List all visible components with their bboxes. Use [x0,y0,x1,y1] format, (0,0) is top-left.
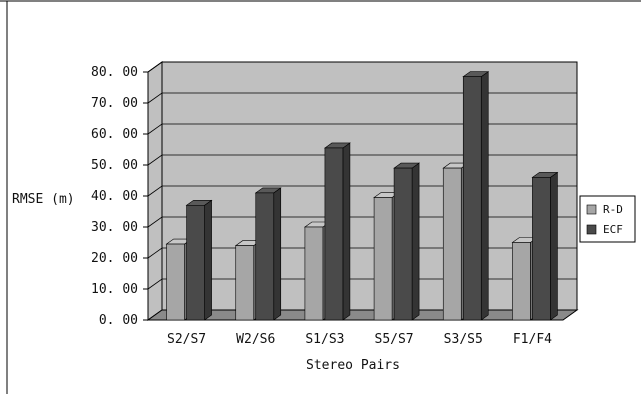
x-tick-label: W2/S6 [236,332,275,347]
legend: R-D ECF [579,195,636,243]
gridline [147,247,577,259]
gridline [147,61,577,73]
gridline [147,92,577,104]
bar-ecf-s2-s7 [186,205,205,321]
legend-swatch-rd [586,204,597,215]
x-tick-label: S5/S7 [375,332,414,347]
x-tick-label: S1/S3 [305,332,344,347]
bar-side [550,171,558,321]
y-tick-label: 80. 00 [91,65,138,80]
bar-r-d-s1-s3 [304,226,324,321]
x-tick-label: F1/F4 [513,332,552,347]
bar-side [480,71,489,321]
bar-ecf-s5-s7 [393,167,413,321]
legend-label-ecf: ECF [603,223,623,236]
y-tick-label: 10. 00 [91,282,138,297]
bar-r-d-w2-s6 [235,245,255,321]
bar-side [204,199,212,321]
gridline [147,154,577,166]
bar-ecf-f1-f4 [532,177,551,321]
bars-group [165,71,559,321]
gridline [147,278,577,290]
bar-r-d-s5-s7 [373,197,393,321]
y-tick-label: 60. 00 [91,127,138,142]
bar-side [342,142,351,321]
bar-ecf-w2-s6 [255,192,275,321]
x-axis-label: Stereo Pairs [306,358,400,373]
y-tick-label: 0. 00 [99,313,138,328]
bar-side [273,187,282,321]
bar-r-d-s3-s5 [442,167,462,321]
gridline [147,123,577,135]
y-tick-label: 40. 00 [91,189,138,204]
y-tick-label: 20. 00 [91,251,138,266]
x-tick-labels: S2/S7 W2/S6 S1/S3 S5/S7 S3/S5 F1/F4 [167,332,552,347]
legend-swatch-ecf [586,224,597,235]
gridline [147,185,577,197]
bar-ecf-s3-s5 [462,76,482,321]
bar-ecf-s1-s3 [324,147,344,321]
y-tick-label: 50. 00 [91,158,138,173]
bar-r-d-s2-s7 [166,243,185,321]
x-tick-label: S2/S7 [167,332,206,347]
x-tick-label: S3/S5 [444,332,483,347]
y-axis-label: RMSE (m) [12,192,75,207]
y-tick-label: 70. 00 [91,96,138,111]
bar-side [411,162,420,321]
gridlines [143,61,577,321]
y-tick-label: 30. 00 [91,220,138,235]
legend-label-rd: R-D [603,203,623,216]
bar-r-d-f1-f4 [512,242,531,321]
legend-box [579,195,636,243]
y-tick-labels: 0. 00 10. 00 20. 00 30. 00 40. 00 50. 00 60. 0… [91,65,138,328]
gridline [147,216,577,228]
